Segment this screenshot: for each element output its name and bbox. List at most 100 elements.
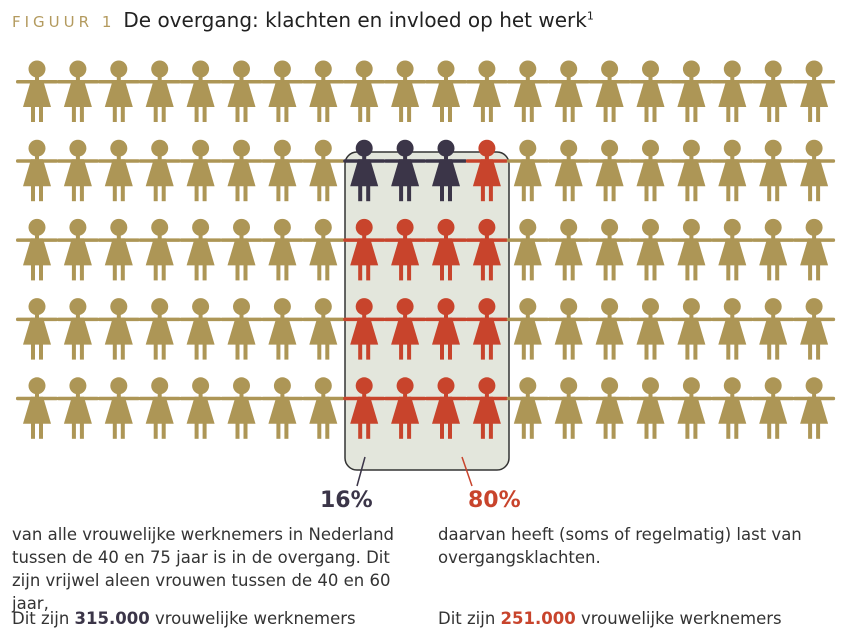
woman-figure-complaints [425,218,467,281]
pointer-line-16 [356,456,366,487]
woman-figure [179,139,222,202]
woman-figure [261,218,304,281]
count-value: 251.000 [500,609,576,628]
footnote-marker: 1 [586,9,594,23]
woman-figure [384,60,427,122]
woman-figure-complaints [384,298,427,360]
figure-title-text: De overgang: klachten en invloed op het … [123,8,587,32]
woman-figure [343,60,386,122]
pointer-line-80 [461,456,473,487]
woman-figure [506,218,549,281]
woman-figure [506,377,549,439]
woman-figure [261,298,304,360]
percentage-complaints: 80% [468,488,521,513]
woman-figure [97,218,140,281]
figure-header: FIGUUR 1 De overgang: klachten en invloe… [12,8,594,32]
woman-figure-complaints [343,298,386,360]
woman-figure [752,139,795,202]
figures-group [16,60,836,439]
woman-figure [16,298,58,360]
woman-figure-menopause [343,139,386,202]
woman-figure [138,298,181,360]
woman-figure [793,377,836,439]
woman-figure [711,139,754,202]
woman-figure-complaints [465,218,508,281]
woman-figure [220,298,263,360]
complaints-count: Dit zijn 251.000 vrouwelijke werknemers [438,609,782,628]
woman-figure [220,377,263,439]
woman-figure [261,377,304,439]
woman-figure [97,298,140,360]
woman-figure [506,298,549,360]
woman-figure-menopause [384,139,427,202]
woman-figure [793,218,836,281]
woman-figure [629,377,672,439]
woman-figure [138,60,181,122]
woman-figure [220,139,263,202]
woman-figure [302,298,345,360]
woman-figure [179,298,222,360]
woman-figure [588,60,631,122]
woman-figure [547,298,590,360]
woman-figure [670,377,713,439]
woman-figure-complaints [384,377,427,439]
woman-figure [711,377,754,439]
woman-figure [588,377,631,439]
woman-figure [670,139,713,202]
menopause-description: van alle vrouwelijke werknemers in Neder… [12,525,395,613]
woman-figure [56,218,99,281]
woman-figure-complaints [343,377,386,439]
woman-figure-complaints [465,298,508,360]
woman-figure [220,60,263,122]
woman-figure [793,139,836,202]
woman-figure [138,139,181,202]
woman-figure [138,218,181,281]
woman-figure [261,60,304,122]
woman-figure [465,60,508,122]
woman-figure [588,139,631,202]
woman-figure [547,377,590,439]
figure-label: FIGUUR 1 [12,13,116,31]
woman-figure [547,218,590,281]
woman-figure [547,139,590,202]
woman-figure [179,377,222,439]
woman-figure [629,139,672,202]
woman-figure-complaints [425,298,467,360]
highlight-box [344,151,510,471]
count-suffix: vrouwelijke werknemers [580,609,782,628]
woman-figure [16,60,58,122]
pictogram-chart [16,60,836,487]
woman-figure-complaints [343,218,386,281]
woman-figure [302,218,345,281]
woman-figure [97,60,140,122]
woman-figure [547,60,590,122]
woman-figure [711,218,754,281]
woman-figure [302,377,345,439]
woman-figure [752,298,795,360]
woman-figure [302,60,345,122]
woman-figure [179,60,222,122]
percentage-menopause: 16% [320,488,373,513]
woman-figure-complaints [465,377,508,439]
woman-figure [670,60,713,122]
woman-figure-complaints [425,377,467,439]
woman-figure-menopause [425,139,467,202]
woman-figure [16,377,58,439]
woman-figure [56,377,99,439]
woman-figure [629,298,672,360]
woman-figure [588,298,631,360]
woman-figure [670,218,713,281]
woman-figure [220,218,263,281]
woman-figure [56,298,99,360]
woman-figure [629,60,672,122]
complaints-description: daarvan heeft (soms of regelmatig) last … [438,525,802,567]
woman-figure [793,298,836,360]
woman-figure [425,60,467,122]
figure-title: De overgang: klachten en invloed op het … [123,8,593,32]
woman-figure [506,139,549,202]
woman-figure [56,60,99,122]
woman-figure [138,377,181,439]
woman-figure [711,60,754,122]
count-suffix: vrouwelijke werknemers [154,609,356,628]
woman-figure [16,139,58,202]
